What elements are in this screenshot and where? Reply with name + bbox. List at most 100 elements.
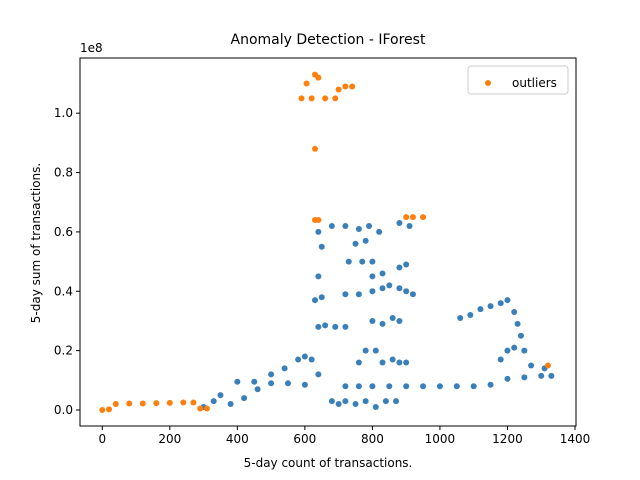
data-point [312, 145, 319, 152]
data-point [303, 80, 310, 87]
data-point [436, 383, 443, 390]
data-point [342, 222, 349, 229]
data-point [379, 285, 386, 292]
legend-box [467, 65, 569, 95]
data-point [126, 400, 133, 407]
data-point [355, 383, 362, 390]
data-point [497, 356, 504, 363]
data-point [217, 392, 224, 399]
data-point [345, 258, 352, 265]
data-point [190, 399, 197, 406]
data-point [139, 400, 146, 407]
data-point [234, 378, 241, 385]
x-tick-label: 800 [361, 432, 384, 446]
data-point [420, 383, 427, 390]
x-tick-label: 1400 [560, 432, 591, 446]
data-point [352, 401, 359, 408]
data-point [301, 381, 308, 388]
data-point [342, 291, 349, 298]
data-point [504, 375, 511, 382]
data-point [335, 401, 342, 408]
data-point [322, 95, 329, 102]
x-tick-label: 0 [98, 432, 106, 446]
data-point [528, 362, 535, 369]
chart-title: Anomaly Detection - IForest [231, 32, 426, 48]
x-tick-label: 600 [293, 432, 316, 446]
data-point [504, 347, 511, 354]
data-point [355, 291, 362, 298]
data-point [477, 306, 484, 313]
data-point [403, 288, 410, 295]
data-point [369, 288, 376, 295]
data-point [420, 214, 427, 221]
y-tick-label: 0.6 [54, 225, 73, 239]
data-point [409, 214, 416, 221]
data-point [366, 222, 373, 229]
data-point [403, 359, 410, 366]
data-point [342, 83, 349, 90]
data-point [328, 222, 335, 229]
data-point [372, 347, 379, 354]
data-point [254, 386, 261, 393]
data-point [359, 258, 366, 265]
data-point [318, 294, 325, 301]
data-point [315, 74, 322, 81]
data-point [396, 285, 403, 292]
data-point [396, 264, 403, 271]
data-point [251, 378, 258, 385]
data-point [99, 406, 106, 413]
data-point [521, 374, 528, 381]
data-point [376, 228, 383, 235]
data-point [308, 356, 315, 363]
data-point [308, 95, 315, 102]
data-point [467, 312, 474, 319]
data-point [284, 380, 291, 387]
legend-marker [485, 80, 491, 86]
plot-frame [79, 57, 577, 427]
data-point [386, 282, 393, 289]
data-point [315, 323, 322, 330]
data-point [312, 297, 319, 304]
data-point [241, 395, 248, 402]
data-point [379, 270, 386, 277]
x-axis-label: 5-day count of transactions. [244, 456, 413, 470]
data-point [403, 383, 410, 390]
data-point [538, 372, 545, 379]
data-point [197, 405, 204, 412]
x-tick-label: 1000 [425, 432, 456, 446]
data-point [315, 371, 322, 378]
data-point [369, 273, 376, 280]
data-point [298, 95, 305, 102]
data-point [548, 372, 555, 379]
data-point [511, 344, 518, 351]
data-point [362, 237, 369, 244]
y-axis-label: 5-day sum of transactions. [29, 163, 43, 323]
data-point [349, 83, 356, 90]
data-point [335, 86, 342, 93]
data-point [315, 217, 322, 224]
data-point [328, 398, 335, 405]
data-point [166, 399, 173, 406]
data-point [268, 380, 275, 387]
data-point [504, 297, 511, 304]
x-tick-label: 1200 [492, 432, 523, 446]
data-point [112, 401, 119, 408]
data-point [352, 240, 359, 247]
data-point [544, 362, 551, 369]
data-point [203, 405, 210, 412]
data-point [106, 406, 113, 413]
data-point [369, 317, 376, 324]
data-point [322, 322, 329, 329]
data-point [342, 323, 349, 330]
data-point [393, 398, 400, 405]
data-point [453, 383, 460, 390]
data-point [342, 398, 349, 405]
data-point [315, 228, 322, 235]
data-point [379, 320, 386, 327]
data-point [332, 323, 339, 330]
data-point [497, 300, 504, 307]
data-point [268, 371, 275, 378]
y-tick-label: 0.4 [54, 284, 73, 298]
data-point [396, 220, 403, 227]
